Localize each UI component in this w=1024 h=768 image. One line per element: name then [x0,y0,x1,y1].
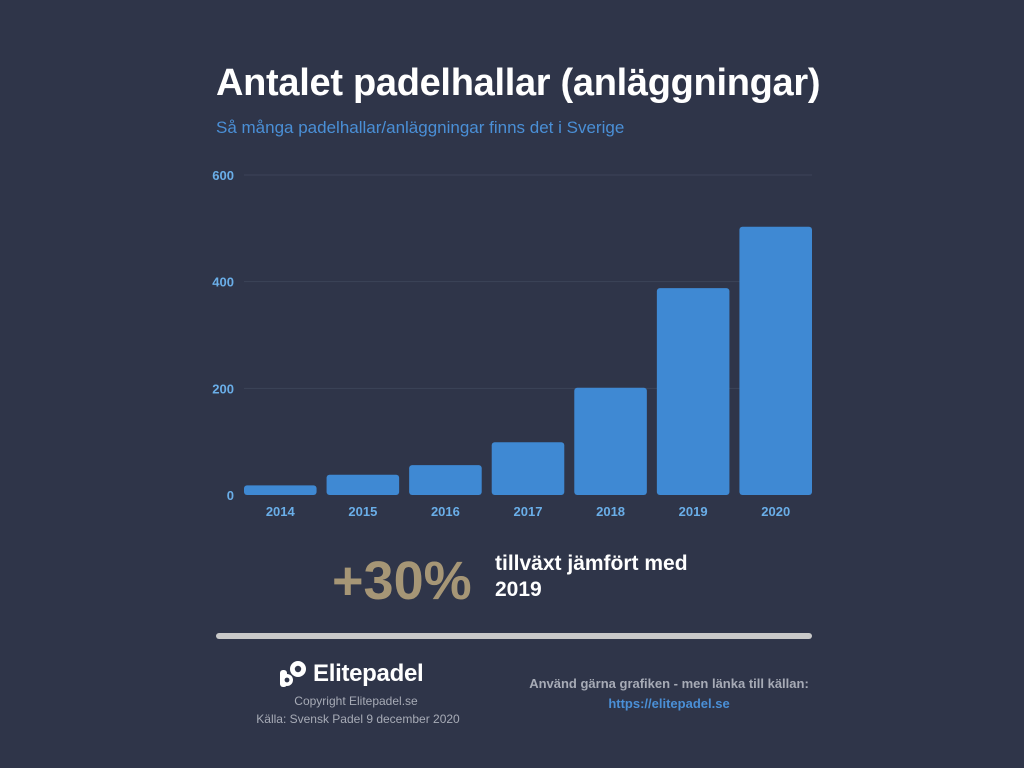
brand-name: Elitepadel [313,660,424,687]
bar-2015 [326,474,400,495]
growth-percentage: +30% [332,551,472,611]
bar-chart: 0 200 400 600 2014 2015 2016 2017 2018 2019 2020 [212,168,812,519]
x-tick-label: 2018 [596,504,625,519]
y-tick-label: 0 [227,488,234,503]
y-tick-label: 600 [212,168,234,183]
brand-logo: Elitepadel [278,660,424,688]
x-tick-label: 2016 [431,504,460,519]
bar-2017 [491,442,565,495]
copyright-text: Copyright Elitepadel.se [294,694,418,708]
y-tick-label: 200 [212,381,234,396]
x-tick-label: 2014 [266,504,296,519]
x-tick-label: 2015 [348,504,377,519]
x-tick-label: 2017 [514,504,543,519]
elitepadel-logo-icon [280,661,306,687]
page-title: Antalet padelhallar (anläggningar) [216,62,821,104]
bar-2014 [244,485,317,495]
x-tick-label: 2020 [761,504,790,519]
bar-2018 [574,387,647,495]
divider [216,633,812,639]
growth-description: tillväxt jämfört med 2019 [495,552,688,601]
bar-2019 [656,288,730,495]
y-tick-label: 400 [212,275,234,290]
usage-note: Använd gärna grafiken - men länka till k… [529,676,809,691]
bar-2016 [409,465,482,495]
bar-2020 [739,226,812,495]
page-subtitle: Så många padelhallar/anläggningar finns … [216,118,625,137]
source-text: Källa: Svensk Padel 9 december 2020 [256,712,460,726]
source-link[interactable]: https://elitepadel.se [608,696,730,711]
x-tick-label: 2019 [679,504,708,519]
